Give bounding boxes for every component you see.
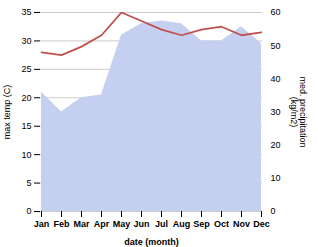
svg-text:35: 35 <box>21 7 31 17</box>
svg-text:0: 0 <box>26 206 31 216</box>
svg-text:Nov: Nov <box>233 219 250 229</box>
svg-text:20: 20 <box>271 140 281 150</box>
svg-text:Jun: Jun <box>133 219 149 229</box>
svg-text:30: 30 <box>271 107 281 117</box>
svg-text:Mar: Mar <box>73 219 90 229</box>
svg-text:Oct: Oct <box>214 219 229 229</box>
svg-text:15: 15 <box>21 121 31 131</box>
svg-text:Jul: Jul <box>155 219 168 229</box>
svg-text:10: 10 <box>21 150 31 160</box>
svg-text:40: 40 <box>271 74 281 84</box>
svg-text:25: 25 <box>21 64 31 74</box>
svg-text:med. precipitation(kg/m2): med. precipitation(kg/m2) <box>289 76 308 147</box>
svg-text:50: 50 <box>271 41 281 51</box>
svg-text:30: 30 <box>21 36 31 46</box>
svg-text:Aug: Aug <box>173 219 191 229</box>
svg-text:Feb: Feb <box>53 219 70 229</box>
svg-text:10: 10 <box>271 173 281 183</box>
svg-text:Dec: Dec <box>253 219 270 229</box>
svg-text:date (month): date (month) <box>124 237 179 247</box>
svg-text:Apr: Apr <box>94 219 110 229</box>
svg-text:20: 20 <box>21 93 31 103</box>
svg-text:May: May <box>113 219 131 229</box>
svg-text:max temp (C): max temp (C) <box>2 85 12 140</box>
svg-text:0: 0 <box>271 206 276 216</box>
svg-text:5: 5 <box>26 178 31 188</box>
svg-text:Sep: Sep <box>193 219 210 229</box>
svg-text:Jan: Jan <box>34 219 50 229</box>
svg-text:60: 60 <box>271 7 281 17</box>
